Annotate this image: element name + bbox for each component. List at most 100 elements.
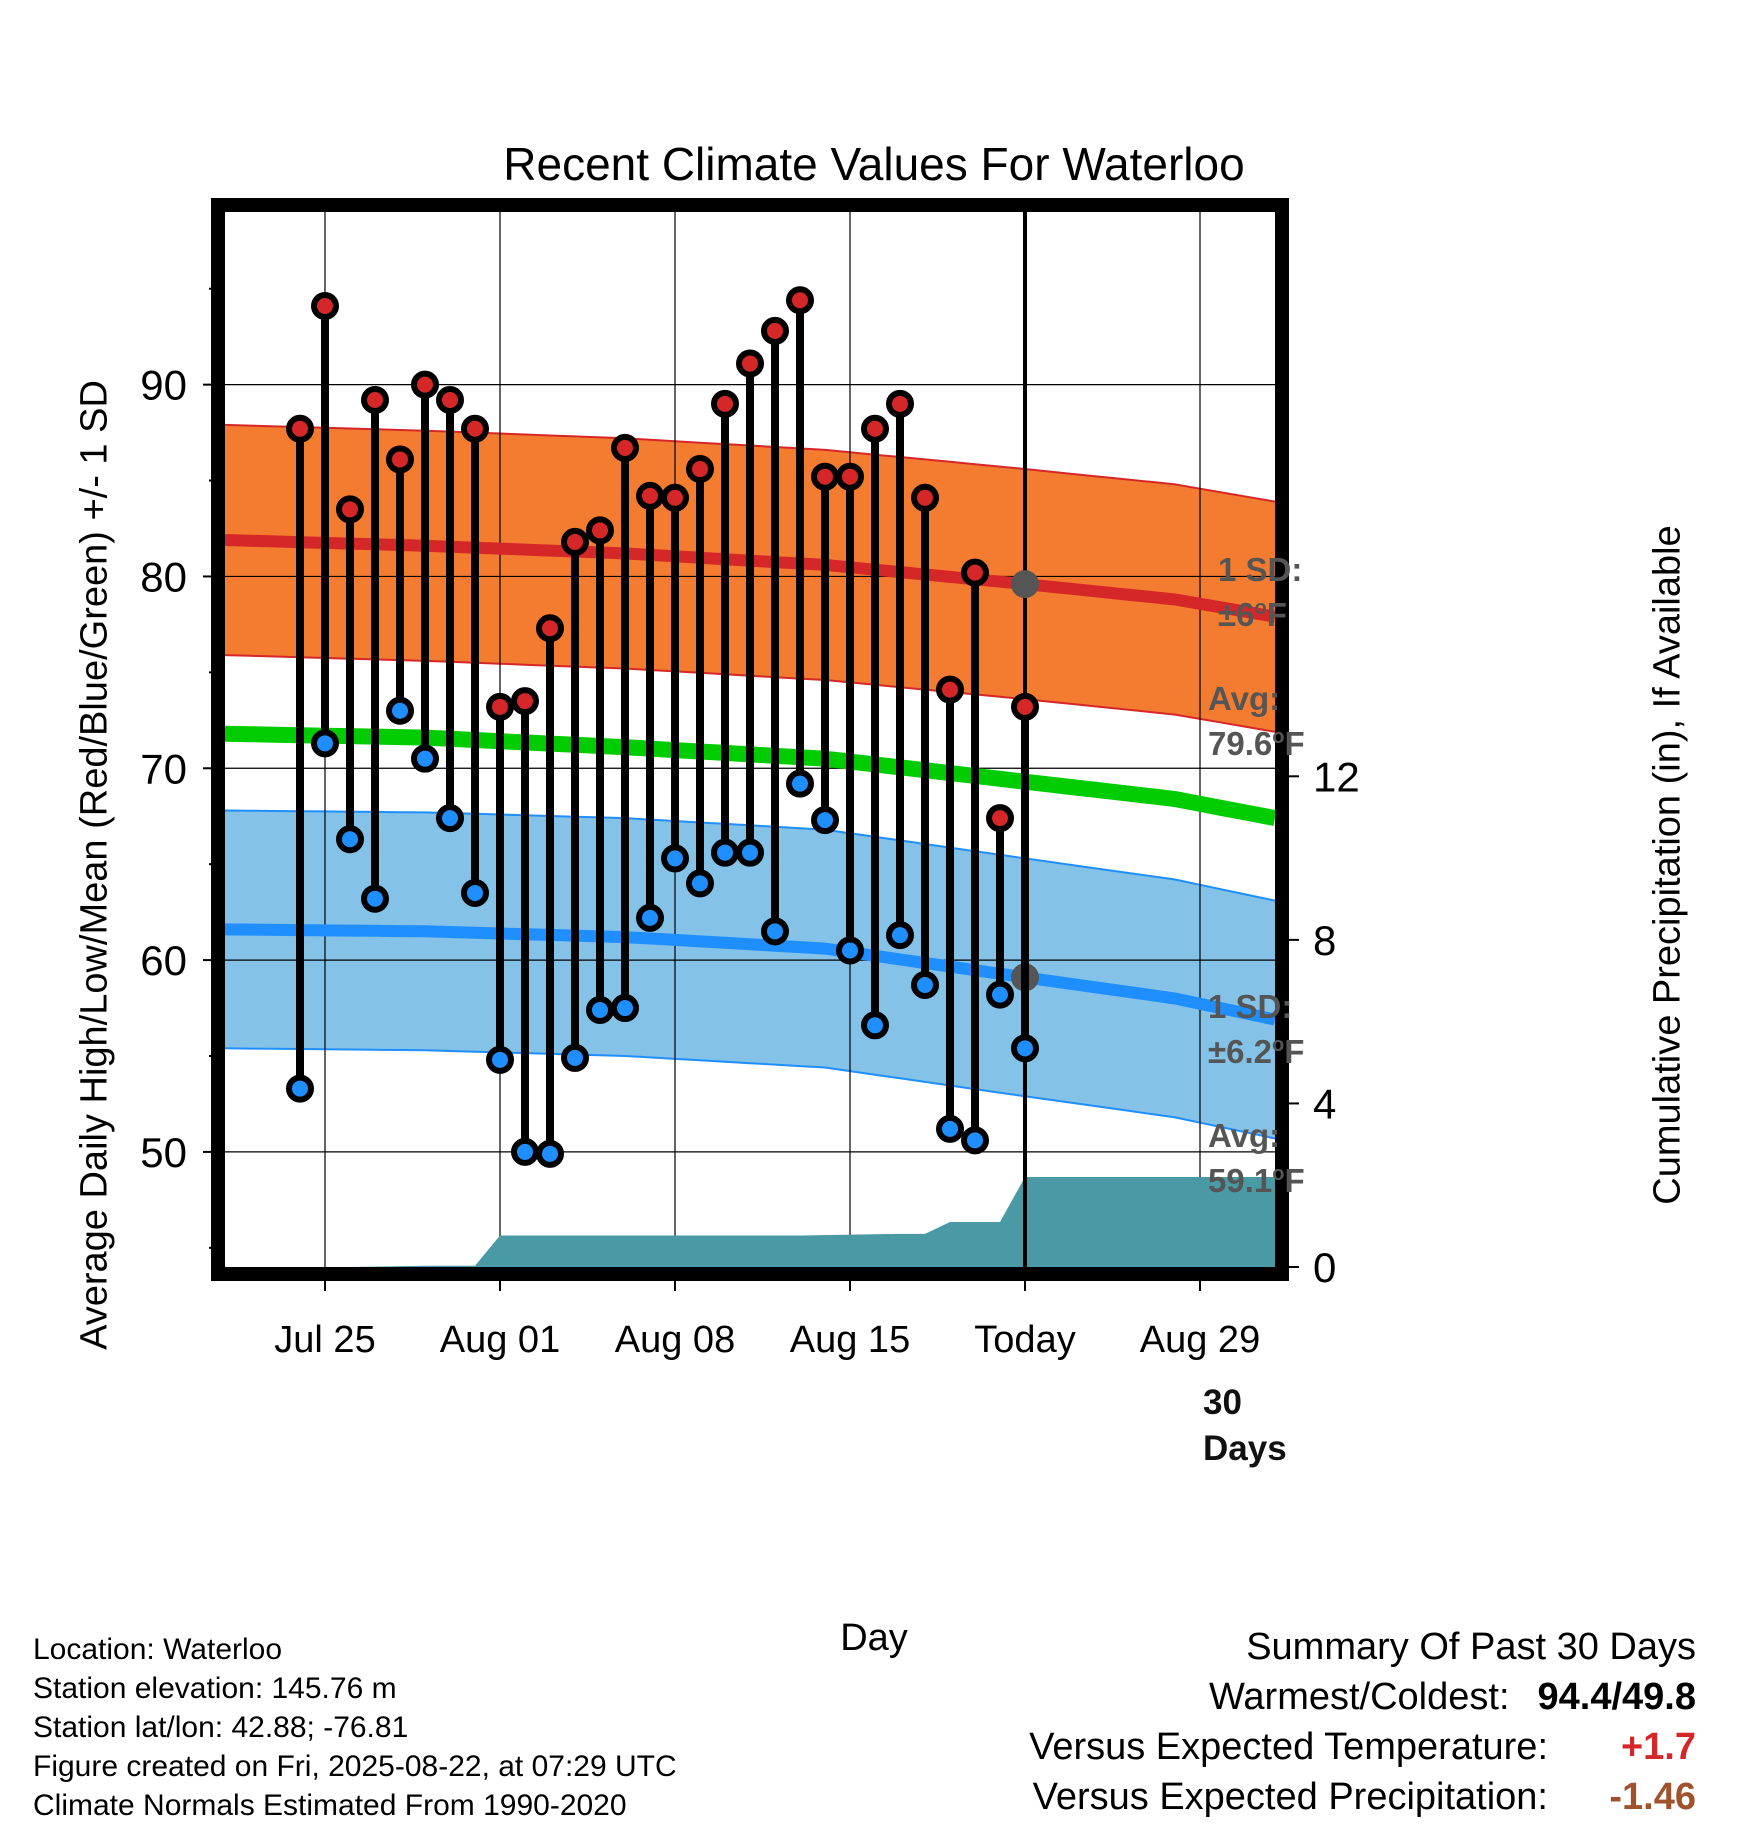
precipitation-area	[225, 1177, 1275, 1267]
fahrenheit-unit: F	[1284, 1162, 1305, 1199]
temp-label: Versus Expected Temperature:	[1029, 1726, 1548, 1768]
degree-sign: o	[1272, 1034, 1285, 1056]
high-point-2025-07-25	[311, 291, 339, 320]
high-point-2025-08-06	[611, 433, 639, 462]
low-point-2025-08-05	[586, 995, 614, 1024]
low-point-2025-08-09	[686, 869, 714, 898]
warm-cold-label: Warmest/Coldest:	[1208, 1676, 1510, 1718]
low-point-2025-07-27	[361, 884, 389, 913]
high-point-2025-08-13	[786, 286, 814, 315]
low-point-2025-08-17	[886, 921, 914, 950]
low-point-2025-07-30	[436, 804, 464, 833]
high-point-2025-07-24	[286, 414, 314, 443]
summary-panel: Summary Of Past 30 Days Warmest/Coldest:…	[1029, 1622, 1696, 1822]
x-tick-label-2: Aug 08	[615, 1319, 735, 1361]
low-point-2025-08-22	[1011, 1034, 1039, 1063]
low-sd-value: ±6.2	[1208, 1033, 1272, 1070]
degree-sign: o	[1254, 597, 1267, 619]
high-point-2025-07-30	[436, 385, 464, 414]
y-left-tick-label-60: 60	[140, 937, 187, 984]
high-point-2025-07-31	[461, 414, 489, 443]
precip-label: Versus Expected Precipitation:	[1032, 1776, 1548, 1818]
high-avg-label: Avg:	[1208, 680, 1281, 717]
high-point-2025-08-15	[836, 462, 864, 491]
high-point-2025-08-18	[911, 483, 939, 512]
high-point-2025-08-11	[736, 349, 764, 378]
climate-normals-note: Climate Normals Estimated From 1990-2020	[33, 1789, 627, 1822]
high-point-2025-08-01	[486, 692, 514, 721]
low-point-2025-08-06	[611, 994, 639, 1023]
station-latlon: Station lat/lon: 42.88; -76.81	[33, 1711, 409, 1744]
station-elevation: Station elevation: 145.76 m	[33, 1672, 397, 1705]
high-point-2025-08-07	[636, 481, 664, 510]
x-tick-label-0: Jul 25	[274, 1319, 375, 1361]
low-sd-annotation: 1 SD: ±6.2oF	[1208, 987, 1304, 1071]
low-point-2025-08-16	[861, 1011, 889, 1040]
x-tick-label-1: Aug 01	[440, 1319, 560, 1361]
low-point-2025-07-29	[411, 744, 439, 773]
low-point-2025-08-01	[486, 1045, 514, 1074]
precip-days-number: 30	[1203, 1383, 1242, 1422]
x-tick-label-3: Aug 15	[790, 1319, 910, 1361]
low-avg-annotation: Avg: 59.1oF	[1208, 1116, 1305, 1200]
cumulative-precip-area	[225, 1177, 1275, 1267]
today-high-avg-marker	[1011, 570, 1039, 599]
high-point-2025-08-05	[586, 516, 614, 545]
high-point-2025-08-21	[986, 804, 1014, 833]
precip-value: -1.46	[1609, 1776, 1696, 1818]
y-left-tick-label-50: 50	[140, 1129, 187, 1176]
high-point-2025-08-03	[536, 614, 564, 643]
low-point-2025-08-10	[711, 838, 739, 867]
low-point-2025-08-12	[761, 917, 789, 946]
x-axis-label: Day	[840, 1617, 908, 1659]
plot-border	[211, 198, 1289, 1281]
x-tick-label-5: Aug 29	[1140, 1319, 1260, 1361]
low-point-2025-08-13	[786, 769, 814, 798]
low-point-2025-07-25	[311, 729, 339, 758]
y-right-tick-label-4: 4	[1313, 1080, 1336, 1127]
low-point-2025-08-20	[961, 1126, 989, 1155]
y-axis-left-label: Average Daily High/Low/Mean (Red/Blue/Gr…	[73, 380, 116, 1350]
summary-warm-cold-row: Warmest/Coldest: 94.4/49.8	[1029, 1672, 1696, 1722]
summary-heading: Summary Of Past 30 Days	[1246, 1626, 1696, 1668]
low-avg-value: 59.1	[1208, 1162, 1273, 1199]
y-left-tick-label-70: 70	[140, 745, 187, 792]
low-point-2025-08-08	[661, 844, 689, 873]
low-point-2025-07-28	[386, 696, 414, 725]
high-point-2025-08-19	[936, 675, 964, 704]
daily-points	[286, 286, 1039, 1168]
high-point-2025-08-09	[686, 455, 714, 484]
high-point-2025-08-02	[511, 687, 539, 716]
high-point-2025-08-16	[861, 414, 889, 443]
low-point-2025-08-02	[511, 1137, 539, 1166]
high-sd-value: ±6	[1218, 596, 1255, 633]
low-point-2025-08-07	[636, 903, 664, 932]
summary-temp-row: Versus Expected Temperature: +1.7	[1029, 1722, 1696, 1772]
high-sd-value-row: ±6oF	[1218, 589, 1302, 634]
y-right-tick-label-12: 12	[1313, 753, 1360, 800]
low-point-2025-08-21	[986, 980, 1014, 1009]
degree-sign: o	[1272, 726, 1285, 748]
high-point-2025-07-27	[361, 385, 389, 414]
high-avg-annotation: Avg: 79.6oF	[1208, 679, 1305, 763]
high-point-2025-08-22	[1011, 692, 1039, 721]
x-tick-label-4: Today	[974, 1319, 1075, 1361]
high-point-2025-08-12	[761, 316, 789, 345]
low-point-2025-07-31	[461, 878, 489, 907]
fahrenheit-unit: F	[1284, 1033, 1305, 1070]
low-point-2025-08-15	[836, 936, 864, 965]
low-sd-value-row: ±6.2oF	[1208, 1026, 1304, 1071]
y-left-tick-label-90: 90	[140, 362, 187, 409]
low-point-2025-07-26	[336, 825, 364, 854]
low-point-2025-08-04	[561, 1043, 589, 1072]
station-location: Location: Waterloo	[33, 1633, 283, 1666]
low-point-2025-08-11	[736, 838, 764, 867]
low-point-2025-08-18	[911, 971, 939, 1000]
high-sd-annotation: 1 SD: ±6oF	[1218, 550, 1302, 634]
high-point-2025-08-17	[886, 389, 914, 418]
chart-title: Recent Climate Values For Waterloo	[503, 138, 1245, 190]
precip-days-word: Days	[1203, 1429, 1287, 1468]
fahrenheit-unit: F	[1266, 596, 1287, 633]
warm-cold-value: 94.4/49.8	[1537, 1676, 1696, 1718]
